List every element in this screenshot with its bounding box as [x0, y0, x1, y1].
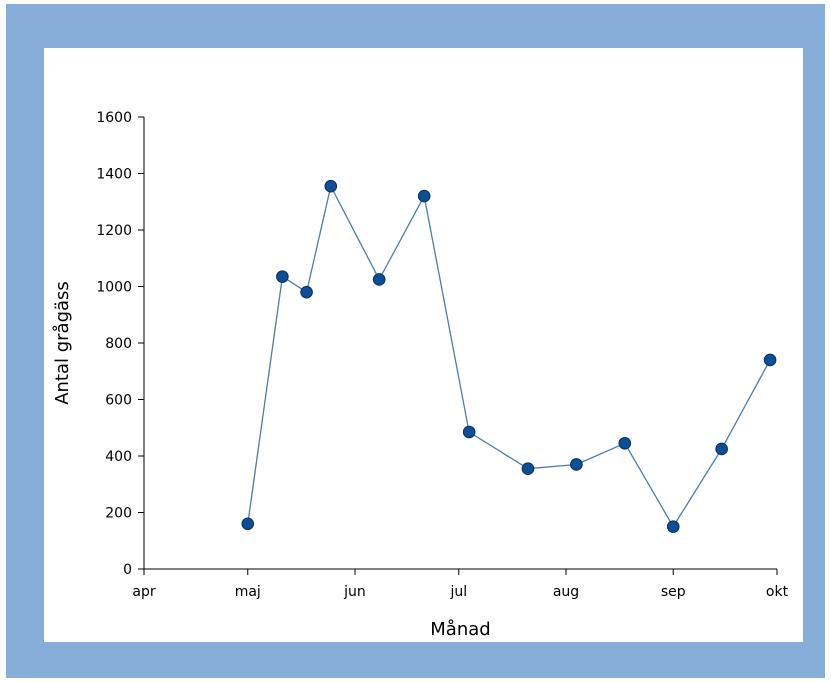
y-tick-label: 600 [105, 393, 132, 409]
y-tick-label: 1400 [96, 167, 132, 183]
x-tick-label: aug [553, 584, 579, 600]
x-tick-label: jun [343, 584, 366, 600]
data-point [276, 270, 289, 283]
chart-panel: 0 200 400 600 800 1000 1200 1400 1600 apr maj jun j… [44, 48, 803, 642]
y-tick-label: 800 [105, 336, 132, 352]
y-tick-label: 1000 [96, 280, 132, 296]
x-axis-ticks: apr maj jun jul aug sep okt [132, 569, 789, 600]
data-point [372, 273, 386, 286]
y-axis-label: Antal grågäss [52, 281, 73, 405]
x-tick-label: sep [661, 584, 686, 600]
data-point [462, 425, 476, 439]
series-group [241, 179, 777, 533]
data-point [241, 517, 255, 531]
y-tick-label: 1200 [96, 223, 132, 239]
data-point [324, 179, 338, 193]
x-tick-label: okt [766, 584, 789, 600]
x-tick-label: apr [132, 584, 155, 600]
data-point [763, 353, 777, 367]
chart-frame: 0 200 400 600 800 1000 1200 1400 1600 apr maj jun j… [6, 4, 825, 678]
x-axis-label: Månad [430, 619, 490, 640]
data-point [618, 436, 632, 450]
line-chart: 0 200 400 600 800 1000 1200 1400 1600 apr maj jun j… [52, 110, 789, 640]
x-tick-label: maj [235, 584, 261, 600]
x-tick-label: jul [449, 584, 467, 600]
data-point [417, 189, 431, 203]
data-point [521, 462, 535, 476]
y-axis-ticks: 0 200 400 600 800 1000 1200 1400 1600 [96, 110, 144, 578]
y-tick-label: 1600 [96, 110, 132, 126]
data-point [715, 442, 728, 456]
data-point [300, 285, 313, 299]
data-point [666, 520, 680, 533]
series-line [247, 184, 771, 528]
y-tick-label: 0 [123, 562, 132, 578]
y-tick-label: 400 [105, 449, 132, 465]
y-tick-label: 200 [105, 506, 132, 522]
axes [143, 117, 777, 570]
data-point [570, 458, 583, 471]
